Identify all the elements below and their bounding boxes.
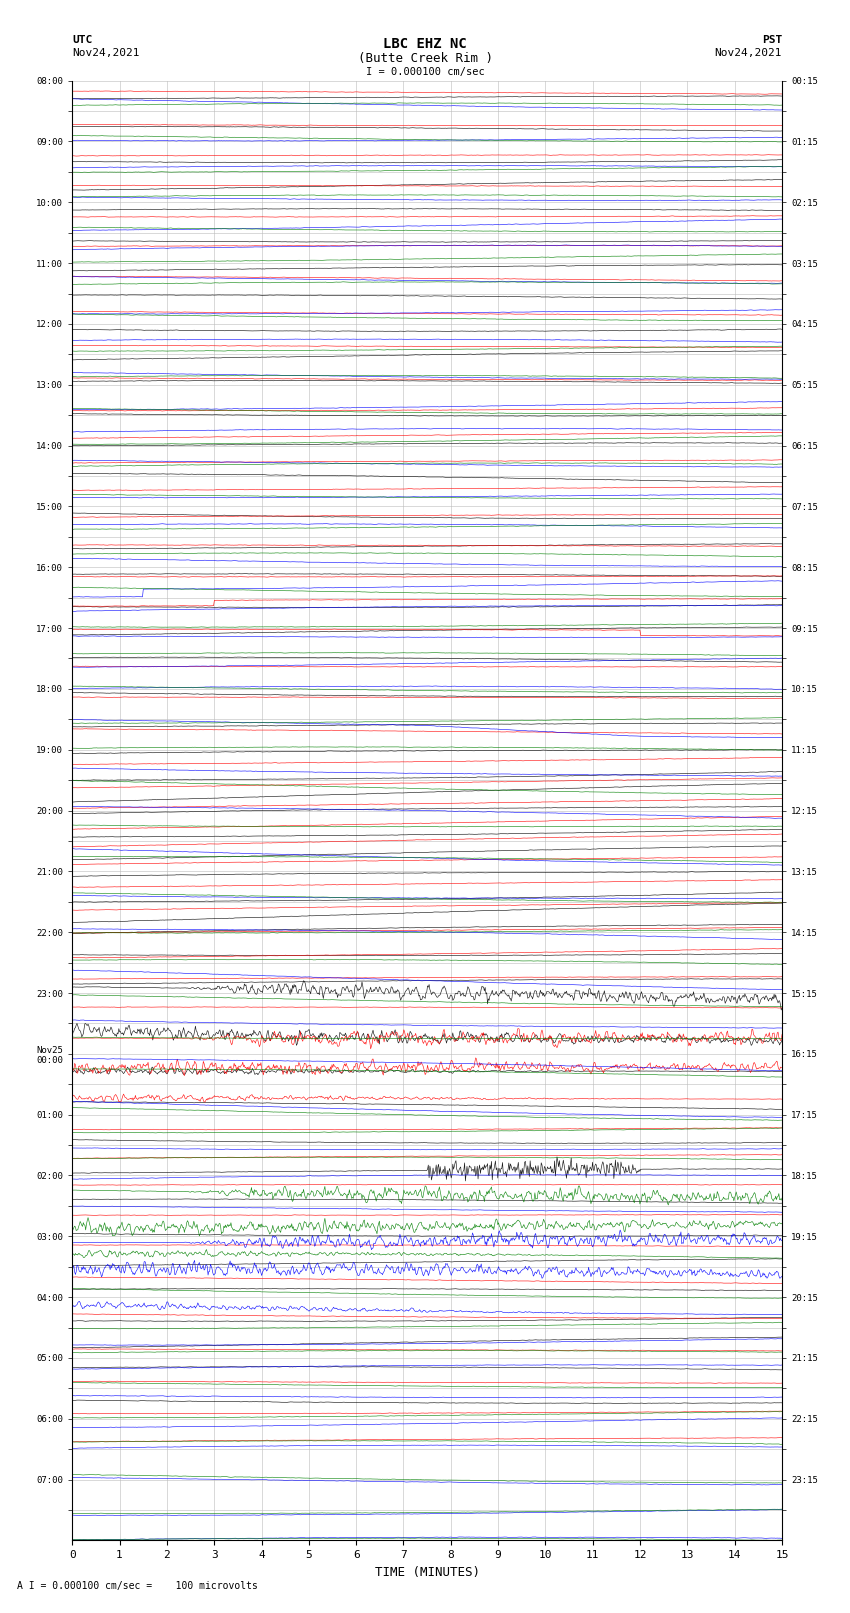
- Text: UTC: UTC: [72, 35, 93, 45]
- X-axis label: TIME (MINUTES): TIME (MINUTES): [375, 1566, 479, 1579]
- Text: Nov24,2021: Nov24,2021: [715, 48, 782, 58]
- Text: LBC EHZ NC: LBC EHZ NC: [383, 37, 467, 50]
- Text: I = 0.000100 cm/sec: I = 0.000100 cm/sec: [366, 68, 484, 77]
- Text: A I = 0.000100 cm/sec =    100 microvolts: A I = 0.000100 cm/sec = 100 microvolts: [17, 1581, 258, 1590]
- Text: Nov24,2021: Nov24,2021: [72, 48, 139, 58]
- Text: (Butte Creek Rim ): (Butte Creek Rim ): [358, 52, 492, 65]
- Text: PST: PST: [762, 35, 782, 45]
